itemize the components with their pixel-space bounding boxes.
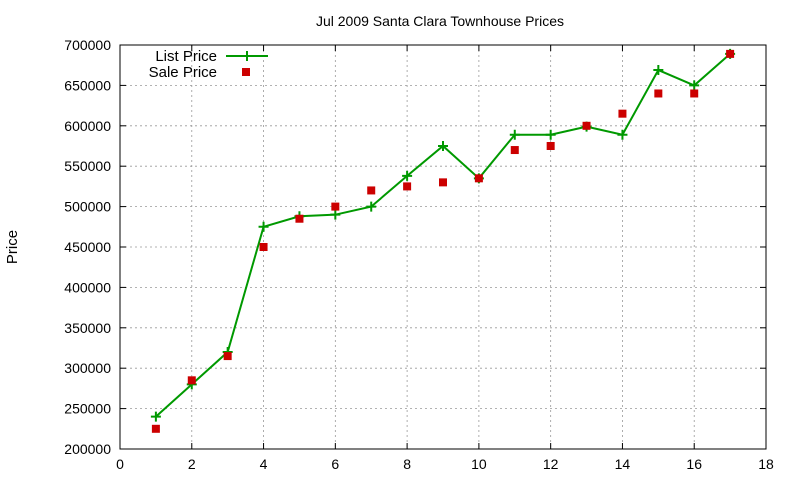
legend-swatch-sale-price <box>242 68 250 76</box>
data-point <box>509 129 520 140</box>
series-layer <box>150 48 736 433</box>
data-point <box>510 146 519 155</box>
data-point <box>259 243 268 251</box>
y-tick-label: 200000 <box>64 441 111 457</box>
data-point <box>689 80 700 91</box>
legend: List Price Sale Price <box>149 48 268 81</box>
data-point <box>546 142 555 150</box>
x-axis: 0 2 4 6 8 10 12 14 16 18 <box>116 45 774 472</box>
x-tick-label: 0 <box>116 456 124 472</box>
data-point <box>151 424 160 433</box>
data-point <box>295 214 304 223</box>
y-tick-label: 350000 <box>64 320 111 336</box>
data-point <box>331 202 340 211</box>
y-tick-label: 550000 <box>64 158 111 174</box>
data-point <box>187 376 196 385</box>
x-tick-label: 12 <box>543 456 559 472</box>
data-point <box>582 121 591 130</box>
x-tick-label: 18 <box>758 456 774 472</box>
data-point <box>726 49 735 58</box>
x-tick-label: 8 <box>403 456 411 472</box>
y-tick-label: 450000 <box>64 239 111 255</box>
data-point <box>403 182 412 191</box>
data-point <box>402 170 413 181</box>
legend-swatch-list-price <box>226 51 268 61</box>
y-tick-label: 400000 <box>64 279 111 295</box>
x-tick-label: 16 <box>686 456 702 472</box>
y-tick-label: 500000 <box>64 199 111 215</box>
legend-label-list-price: List Price <box>155 48 217 65</box>
y-tick-label: 250000 <box>64 401 111 417</box>
data-point <box>258 221 269 232</box>
data-point <box>617 129 628 140</box>
data-point <box>618 109 627 118</box>
data-point <box>150 411 161 422</box>
data-point <box>653 65 664 76</box>
y-axis: 200000 250000 300000 350000 400000 450000 5000… <box>64 37 766 457</box>
series-line-list-price <box>155 53 731 418</box>
chart-title: Jul 2009 Santa Clara Townhouse Prices <box>316 13 564 29</box>
y-tick-label: 600000 <box>64 118 111 134</box>
legend-marker <box>242 68 250 76</box>
data-point <box>474 174 483 183</box>
y-tick-label: 650000 <box>64 77 111 93</box>
data-point <box>690 89 699 98</box>
legend-marker <box>242 51 252 61</box>
y-tick-label: 300000 <box>64 360 111 376</box>
series-sale-price <box>151 49 735 433</box>
data-point <box>366 201 377 212</box>
data-point <box>545 129 556 140</box>
data-point <box>438 141 448 151</box>
x-tick-label: 14 <box>615 456 631 472</box>
x-tick-label: 6 <box>331 456 339 472</box>
y-tick-label: 700000 <box>64 37 111 53</box>
x-tick-label: 2 <box>188 456 196 472</box>
x-tick-label: 4 <box>260 456 268 472</box>
legend-label-sale-price: Sale Price <box>149 64 217 81</box>
y-axis-label: Price <box>4 230 21 264</box>
data-point <box>654 89 663 98</box>
grid-lines <box>120 45 766 449</box>
series-list-price <box>150 48 736 422</box>
data-point <box>439 178 447 187</box>
x-tick-label: 10 <box>471 456 487 472</box>
data-point <box>367 186 376 195</box>
data-point <box>223 352 232 361</box>
data-point <box>330 209 341 220</box>
